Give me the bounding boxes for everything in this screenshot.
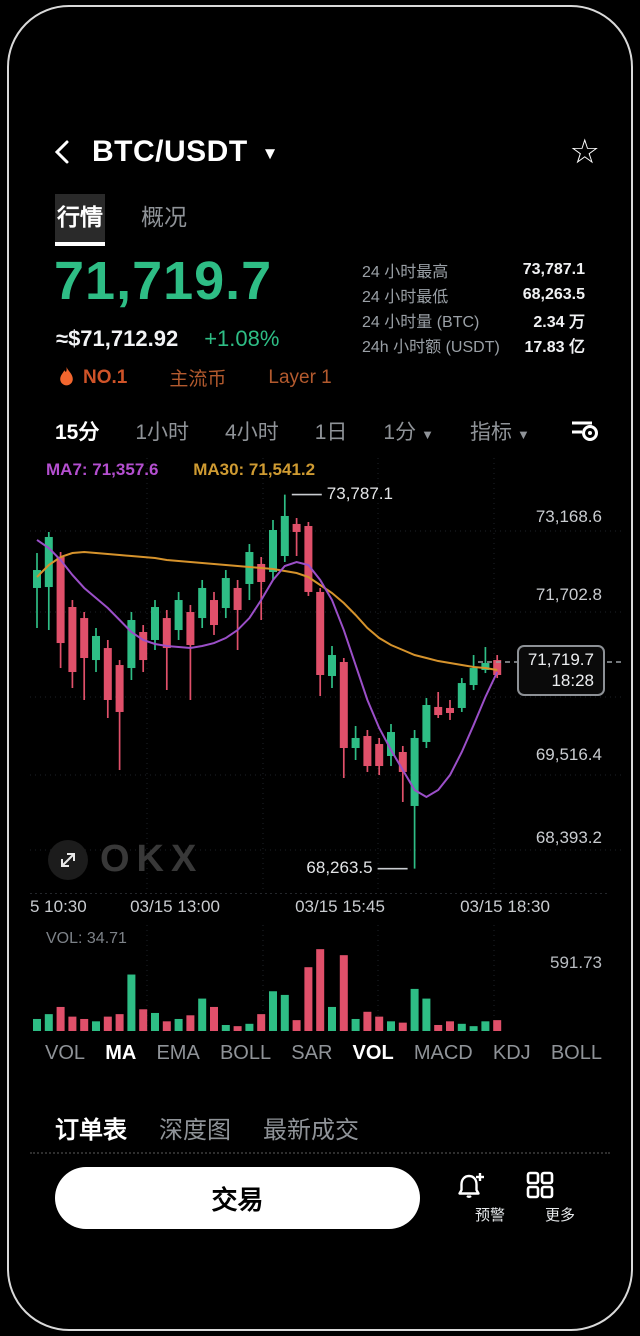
divider (30, 1152, 610, 1154)
indicator-sar[interactable]: SAR (291, 1042, 333, 1064)
indicator-vol[interactable]: VOL (45, 1042, 86, 1064)
stat-label: 24 小时最低 (362, 288, 449, 306)
timeframe-15m[interactable]: 15分 (55, 421, 100, 444)
timeframe-4h[interactable]: 4小时 (225, 421, 279, 444)
indicator-tab-bar: VOL MA EMA BOLL SAR VOL MACD KDJ BOLL (45, 1042, 602, 1065)
indicator-ema[interactable]: EMA (156, 1042, 200, 1064)
trade-button[interactable]: 交易 (55, 1167, 420, 1229)
y-axis-tick: 69,516.4 (535, 745, 602, 764)
chart-settings-icon[interactable] (570, 418, 600, 444)
indicator-ma[interactable]: MA (105, 1042, 137, 1064)
x-axis-tick: 03/15 15:45 (295, 897, 385, 916)
change-percent: +1.08% (204, 326, 280, 351)
tag-mainstream[interactable]: 主流币 (169, 369, 227, 390)
stat-value: 2.34 万 (533, 313, 585, 331)
chevron-down-icon: ▼ (516, 427, 530, 442)
indicator-boll-2[interactable]: BOLL (550, 1042, 602, 1064)
chevron-down-icon[interactable]: ▼ (261, 144, 279, 163)
flame-icon (58, 367, 75, 388)
indicator-boll[interactable]: BOLL (219, 1042, 272, 1064)
okx-logo: OKX (100, 838, 204, 880)
timeframe-1h[interactable]: 1小时 (135, 421, 190, 444)
indicator-macd[interactable]: MACD (413, 1042, 473, 1064)
x-axis-tick: 03/15 13:00 (130, 897, 220, 916)
stat-row: 24 小时最高 73,787.1 (362, 257, 585, 282)
fiat-price-row: ≈$71,712.92 +1.08% (56, 326, 279, 352)
ma30-legend: MA30: 71,541.2 (193, 460, 316, 479)
stat-value: 73,787.1 (522, 260, 585, 278)
last-price: 71,719.7 (54, 251, 273, 311)
y-axis-tick: 68,393.2 (535, 828, 602, 847)
chevron-down-icon: ▼ (421, 427, 434, 442)
marker-price: 71,719.7 (527, 650, 594, 669)
stat-label: 24 小时最高 (362, 263, 449, 281)
y-axis-tick: 71,702.8 (535, 585, 602, 604)
indicator-kdj[interactable]: KDJ (492, 1042, 531, 1064)
quote-tabs: 行情 概况 (55, 194, 189, 246)
ma7-legend: MA7: 71,357.6 (46, 460, 159, 479)
y-axis-tick: 73,168.6 (535, 507, 602, 526)
stat-row: 24h 小时额 (USDT) 17.83 亿 (362, 332, 585, 357)
tag-layer1[interactable]: Layer 1 (268, 366, 332, 388)
alert-label: 预警 (474, 1207, 505, 1224)
timeframe-row: 15分 1小时 4小时 1日 1分 ▼ 指标 ▼ (55, 416, 530, 446)
orderbook-tab-bar: 订单表 深度图 最新成交 (55, 1110, 359, 1145)
indicator-menu[interactable]: 指标 ▼ (469, 421, 530, 444)
current-price-marker[interactable]: 71,719.7 18:28 (516, 645, 605, 696)
stat-value: 17.83 亿 (524, 338, 586, 356)
stat-label: 24 小时量 (BTC) (362, 313, 480, 331)
more-action[interactable]: 更多 (525, 1170, 595, 1225)
stat-row: 24 小时量 (BTC) 2.34 万 (362, 307, 585, 332)
grid-icon (526, 1171, 554, 1199)
stats-panel: 24 小时最高 73,787.1 24 小时最低 68,263.5 24 小时量 (… (362, 257, 585, 357)
marker-time: 18:28 (551, 671, 594, 691)
low-annotation: 68,263.5 (306, 857, 373, 877)
fiat-price: ≈$71,712.92 (56, 326, 179, 351)
indicator-vol-2[interactable]: VOL (352, 1042, 394, 1064)
back-icon[interactable] (50, 139, 76, 165)
x-axis-tick: 03/15 18:30 (460, 897, 550, 916)
stat-row: 24 小时最低 68,263.5 (362, 282, 585, 307)
x-axis-tick: 5 10:30 (30, 897, 87, 916)
favorite-star-icon[interactable]: ☆ (569, 133, 600, 171)
volume-axis-max: 591.73 (550, 953, 602, 972)
tab-overview[interactable]: 概况 (141, 204, 187, 230)
tab-order-book[interactable]: 订单表 (55, 1117, 127, 1144)
header: BTC/USDT ▼ ☆ (50, 130, 600, 174)
high-annotation: 73,787.1 (326, 483, 393, 503)
price-chart-canvas[interactable] (0, 450, 640, 1040)
alert-action[interactable]: 预警 (455, 1170, 525, 1225)
tab-depth-chart[interactable]: 深度图 (159, 1117, 231, 1144)
watermark: OKX (48, 838, 203, 881)
rank-badge[interactable]: NO.1 (83, 366, 128, 388)
stat-value: 68,263.5 (522, 285, 585, 303)
expand-chart-icon[interactable] (48, 839, 88, 880)
stat-label: 24h 小时额 (USDT) (362, 338, 500, 356)
timeframe-more[interactable]: 1分 ▼ (383, 421, 434, 444)
more-label: 更多 (544, 1207, 575, 1224)
badges-row: NO.1 主流币 Layer 1 (58, 364, 332, 391)
volume-legend: VOL: 34.71 (46, 930, 127, 947)
timeframe-1d[interactable]: 1日 (314, 421, 348, 444)
ma-legend: MA7: 71,357.6 MA30: 71,541.2 (46, 460, 315, 480)
tab-recent-trades[interactable]: 最新成交 (263, 1117, 359, 1144)
bell-plus-icon (458, 1173, 484, 1198)
tab-quotes[interactable]: 行情 (55, 194, 105, 246)
pair-title[interactable]: BTC/USDT (92, 135, 248, 168)
